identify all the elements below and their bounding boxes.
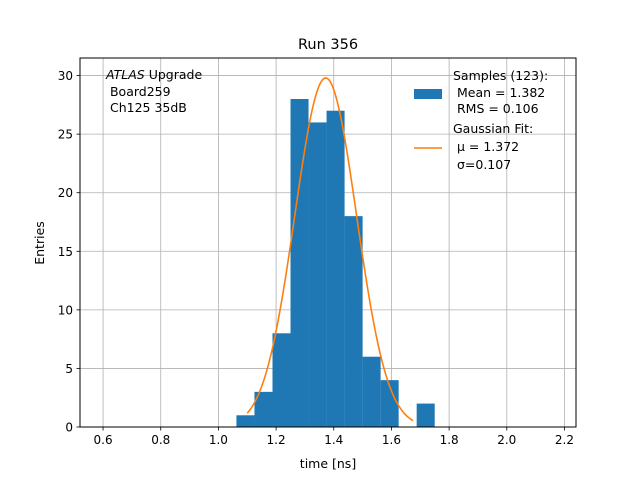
annotation-channel: Ch125 35dB xyxy=(106,100,187,115)
histogram-bars xyxy=(236,99,435,427)
x-tick-label-3: 1.2 xyxy=(267,433,286,447)
legend-fit-line-3: σ=0.107 xyxy=(453,157,511,172)
x-tick-label-6: 1.8 xyxy=(440,433,459,447)
legend-samples-line-3: RMS = 0.106 xyxy=(453,101,539,116)
y-tick-label-2: 10 xyxy=(58,303,73,317)
histogram-bar-2 xyxy=(272,333,291,427)
x-axis-ticks: 0.6 0.8 1.0 1.2 1.4 1.6 1.8 2.0 2.2 xyxy=(94,427,574,447)
x-tick-label-4: 1.4 xyxy=(324,433,343,447)
upgrade-label: Upgrade xyxy=(145,67,203,82)
histogram-bar-0 xyxy=(236,415,255,427)
legend-samples-swatch xyxy=(414,89,442,99)
legend-fit-line-1: Gaussian Fit: xyxy=(453,121,533,136)
plot-frame xyxy=(79,57,577,428)
y-axis-label: Entries xyxy=(32,221,47,265)
annotation-title: ATLAS Upgrade xyxy=(105,67,202,82)
annotation-board: Board259 xyxy=(106,84,171,99)
x-tick-label-5: 1.6 xyxy=(382,433,401,447)
atlas-label: ATLAS xyxy=(105,67,145,82)
y-axis-ticks: 0 5 10 15 20 25 30 xyxy=(58,69,80,435)
histogram-bar-7 xyxy=(362,356,381,427)
y-tick-label-6: 30 xyxy=(58,69,73,83)
gaussian-fit-curve xyxy=(246,77,414,422)
x-axis-label: time [ns] xyxy=(300,456,356,471)
histogram-bar-4 xyxy=(308,122,327,427)
y-tick-label-5: 25 xyxy=(58,128,73,142)
annotation-box: ATLAS Upgrade Board259 Ch125 35dB xyxy=(105,67,202,115)
x-tick-label-7: 2.0 xyxy=(497,433,516,447)
x-tick-label-1: 0.8 xyxy=(151,433,170,447)
histogram-bar-3 xyxy=(290,99,309,427)
y-tick-label-0: 0 xyxy=(65,421,73,435)
histogram-bar-5 xyxy=(326,110,345,427)
x-tick-label-2: 1.0 xyxy=(209,433,228,447)
legend-samples-line-1: Samples (123): xyxy=(453,68,548,83)
y-tick-label-3: 15 xyxy=(58,245,73,259)
histogram-bar-6 xyxy=(344,216,363,427)
y-tick-label-4: 20 xyxy=(58,186,73,200)
legend-fit-line-2: μ = 1.372 xyxy=(453,139,519,154)
legend: Samples (123): Mean = 1.382 RMS = 0.106 … xyxy=(414,68,548,172)
histogram-bar-10 xyxy=(416,403,435,427)
x-tick-label-8: 2.2 xyxy=(555,433,574,447)
histogram-bar-8 xyxy=(380,380,399,427)
x-tick-label-0: 0.6 xyxy=(94,433,113,447)
chart-title: Run 356 xyxy=(298,37,358,53)
histogram-bar-1 xyxy=(254,391,273,427)
legend-samples-line-2: Mean = 1.382 xyxy=(453,85,545,100)
y-tick-label-1: 5 xyxy=(65,362,73,376)
